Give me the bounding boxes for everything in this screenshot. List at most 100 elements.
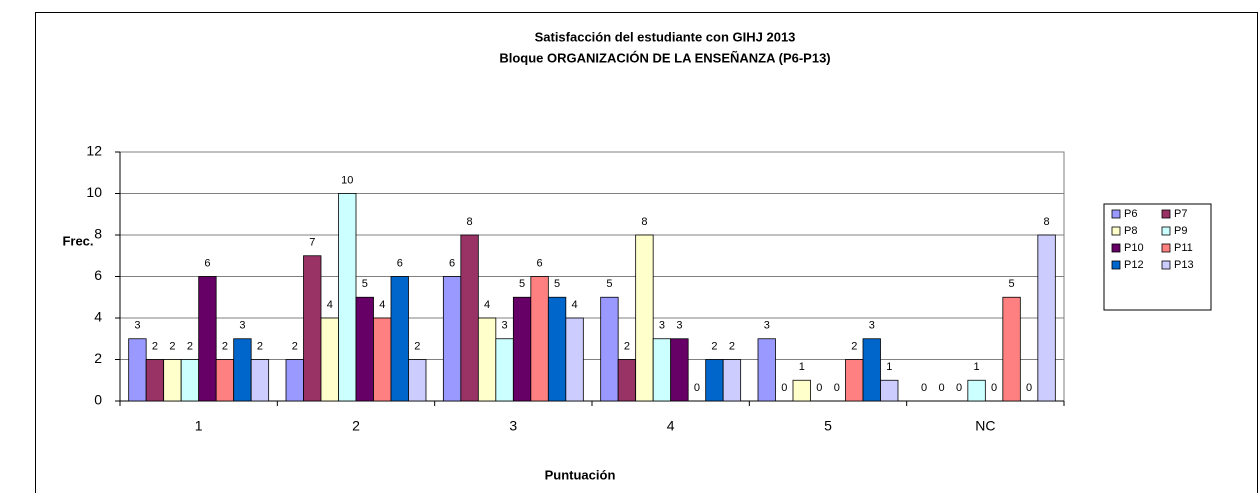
bar — [967, 379, 986, 402]
bar — [512, 296, 532, 402]
bar — [757, 338, 776, 402]
legend-label: P12 — [1124, 259, 1144, 271]
x-tick-label: 5 — [824, 418, 832, 434]
data-label: 0 — [991, 382, 997, 394]
data-label: 6 — [449, 257, 455, 269]
data-label: 3 — [502, 320, 508, 332]
data-label: 3 — [869, 320, 875, 332]
bar — [373, 317, 392, 402]
data-label: 6 — [204, 257, 210, 269]
data-label: 4 — [572, 299, 578, 311]
data-label: 2 — [152, 340, 158, 352]
legend-label: P6 — [1124, 208, 1137, 220]
data-label: 2 — [624, 340, 630, 352]
x-tick-label: NC — [975, 418, 995, 434]
bar — [652, 338, 672, 402]
bar — [862, 338, 881, 402]
data-label: 1 — [974, 361, 980, 373]
chart-title: Satisfacción del estudiante con GIHJ 201… — [535, 29, 796, 44]
data-label: 0 — [1026, 382, 1032, 394]
data-label: 2 — [851, 340, 857, 352]
data-label: 7 — [309, 237, 315, 249]
x-tick-label: 1 — [195, 418, 203, 434]
data-label: 0 — [921, 382, 927, 394]
legend-label: P13 — [1174, 259, 1194, 271]
data-label: 0 — [816, 382, 822, 394]
legend-swatch — [1111, 243, 1121, 253]
y-tick-label: 10 — [86, 184, 102, 200]
data-label: 2 — [222, 340, 228, 352]
bar — [670, 338, 689, 402]
bar — [845, 359, 864, 402]
bar — [722, 359, 742, 402]
data-label: 4 — [379, 299, 385, 311]
data-label: 0 — [956, 382, 962, 394]
legend-swatch — [1111, 226, 1121, 236]
x-tick-label: 3 — [509, 418, 517, 434]
bar — [128, 338, 147, 402]
data-label: 2 — [414, 340, 420, 352]
bar — [617, 359, 637, 402]
data-label: 2 — [257, 340, 263, 352]
legend-swatch — [1161, 226, 1171, 236]
data-label: 3 — [239, 320, 245, 332]
bar — [477, 317, 497, 402]
legend-label: P7 — [1174, 208, 1187, 220]
data-label: 8 — [467, 216, 473, 228]
data-label: 8 — [641, 216, 647, 228]
bar — [303, 255, 322, 402]
data-label: 8 — [1044, 216, 1050, 228]
bar — [792, 379, 811, 402]
data-label: 0 — [694, 382, 700, 394]
bar — [635, 234, 654, 402]
data-label: 5 — [554, 278, 560, 290]
bar — [530, 276, 549, 402]
data-label: 3 — [134, 320, 140, 332]
bar — [442, 276, 462, 402]
bar — [705, 359, 724, 402]
data-label: 5 — [1009, 278, 1015, 290]
data-label: 0 — [939, 382, 945, 394]
legend-box — [1103, 203, 1212, 311]
data-label: 1 — [799, 361, 805, 373]
bar — [1037, 234, 1056, 402]
bar — [880, 379, 899, 402]
x-axis-label: Puntuación — [545, 467, 616, 482]
data-label: 6 — [397, 257, 403, 269]
bar — [285, 359, 304, 402]
legend-swatch — [1161, 260, 1171, 270]
data-label: 3 — [659, 320, 665, 332]
y-tick-label: 8 — [94, 226, 102, 242]
data-label: 6 — [537, 257, 543, 269]
legend-swatch — [1111, 260, 1121, 270]
legend-label: P9 — [1174, 225, 1187, 237]
bar — [460, 234, 479, 402]
bar — [215, 359, 235, 402]
bar — [163, 359, 182, 402]
data-label: 5 — [362, 278, 368, 290]
bar — [198, 276, 217, 402]
data-label: 5 — [606, 278, 612, 290]
bar — [250, 359, 270, 402]
legend-label: P10 — [1124, 242, 1144, 254]
data-label: 3 — [764, 320, 770, 332]
data-label: 4 — [327, 299, 333, 311]
data-label: 0 — [781, 382, 787, 394]
bar — [408, 359, 427, 402]
x-tick-label: 4 — [667, 418, 675, 434]
bar — [547, 296, 567, 402]
data-label: 2 — [729, 340, 735, 352]
bar — [1002, 296, 1021, 402]
chart-subtitle: Bloque ORGANIZACIÓN DE LA ENSEÑANZA (P6-… — [499, 50, 830, 65]
y-tick-label: 0 — [94, 392, 102, 408]
bar — [180, 359, 200, 402]
data-label: 3 — [676, 320, 682, 332]
data-label: 0 — [834, 382, 840, 394]
y-tick-label: 4 — [94, 309, 102, 325]
data-label: 10 — [341, 174, 353, 186]
y-tick-label: 12 — [86, 143, 102, 159]
legend-swatch — [1161, 243, 1171, 253]
bar — [320, 317, 339, 402]
legend-label: P11 — [1174, 242, 1193, 254]
